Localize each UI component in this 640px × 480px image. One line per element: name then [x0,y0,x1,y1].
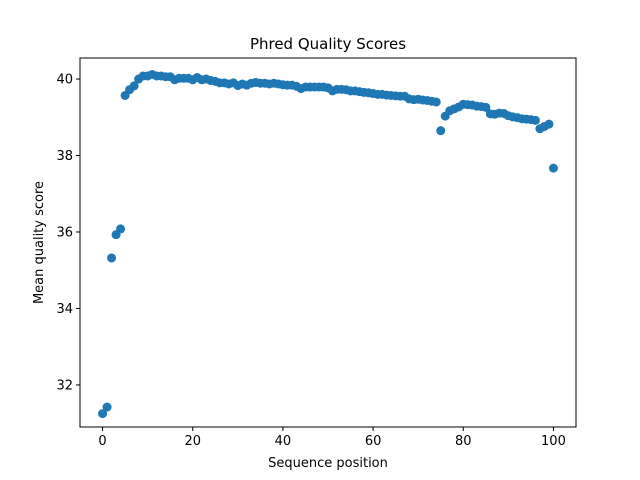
data-point [436,126,446,136]
x-tick-label: 60 [365,434,382,449]
x-tick-label: 80 [455,434,472,449]
y-tick-label: 38 [56,149,73,164]
axis-ticks: 0 20 40 60 80 100 32 34 36 38 40 [56,73,565,449]
data-point [107,253,117,263]
y-tick-label: 32 [56,378,73,393]
data-point [548,163,558,173]
data-point [98,409,108,419]
y-tick-label: 34 [56,302,73,317]
y-tick-label: 36 [56,225,73,240]
data-point [431,97,441,107]
chart-title: Phred Quality Scores [250,35,406,53]
data-point [116,224,126,234]
data-point [530,115,540,125]
y-tick-label: 40 [56,73,73,88]
x-tick-label: 20 [184,434,201,449]
data-points [98,69,558,419]
x-axis-label: Sequence position [268,456,388,471]
data-point [481,102,491,112]
data-point [129,81,139,91]
plot-frame [79,57,577,428]
x-tick-label: 100 [541,434,566,449]
x-tick-label: 0 [98,434,106,449]
x-tick-label: 40 [275,434,292,449]
y-axis-label: Mean quality score [32,181,47,304]
data-point [544,119,554,129]
data-point [102,402,112,412]
